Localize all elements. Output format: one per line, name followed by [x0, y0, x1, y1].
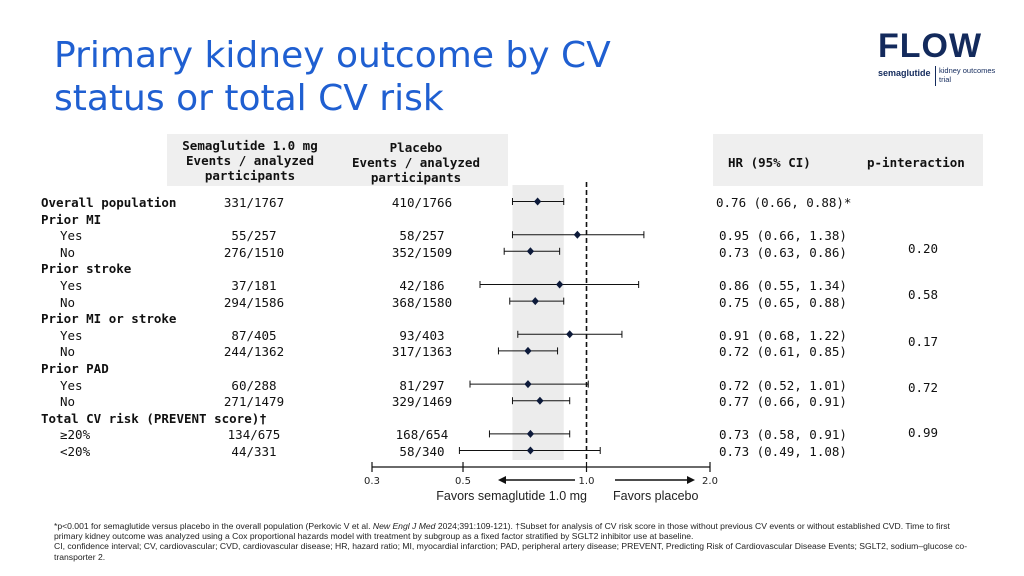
row-label: No: [60, 294, 76, 310]
hr-point-marker: [573, 230, 581, 239]
overall-ci-band: [512, 185, 564, 460]
hr-point-marker: [566, 330, 574, 339]
hr-point-marker: [534, 197, 542, 206]
row-label: Yes: [60, 327, 83, 343]
sema-events-cell: 44/331: [231, 444, 277, 459]
placebo-column-header: Placebo Events / analyzed participants: [340, 140, 492, 185]
placebo-events-cell: 42/186: [399, 278, 445, 293]
sema-header-line-3: participants: [204, 168, 296, 183]
x-tick-label: 2.0: [702, 476, 718, 487]
hazard-ratio-cell: 0.73 (0.58, 0.91): [719, 427, 847, 443]
p-interaction-value: 0.99: [907, 425, 939, 440]
hr-point-marker: [526, 446, 535, 455]
logo-drug-name: semaglutide: [878, 68, 931, 78]
sema-events-cell: 134/675: [227, 427, 281, 443]
row-label: Total CV risk (PREVENT score)†: [41, 410, 267, 426]
p-interaction-value: 0.17: [907, 334, 939, 349]
row-label: Prior PAD: [41, 361, 109, 376]
hr-point-marker: [556, 280, 564, 289]
row-label: No: [60, 394, 76, 410]
sema-header-line-2: Events / analyzed: [186, 153, 314, 168]
hr-point-marker: [524, 346, 532, 355]
sema-events-cell: 271/1479: [223, 394, 285, 410]
hazard-ratio-cell: 0.75 (0.65, 0.88): [719, 294, 847, 310]
placebo-events-cell: 317/1363: [391, 344, 453, 360]
p-interaction-value: 0.72: [907, 380, 939, 395]
hr-point-marker: [536, 396, 544, 405]
placebo-header-line-3: participants: [370, 170, 462, 185]
placebo-events-cell: 168/654: [395, 427, 449, 443]
placebo-events-cell: 93/403: [399, 327, 445, 343]
row-label: ≥20%: [60, 427, 91, 443]
hr-point-marker: [524, 380, 532, 389]
footnote-abbreviations: CI, confidence interval; CV, cardiovascu…: [54, 541, 968, 562]
sema-events-cell: 60/288: [231, 377, 277, 393]
row-label: No: [60, 344, 76, 360]
logo-wordmark: FLOW: [878, 27, 983, 65]
hazard-ratio-cell: 0.91 (0.68, 1.22): [719, 327, 847, 343]
hazard-ratio-cell: 0.73 (0.49, 1.08): [719, 444, 847, 459]
hazard-ratio-cell: 0.73 (0.63, 0.86): [719, 244, 847, 260]
hr-point-marker: [531, 297, 539, 306]
placebo-header-line-2: Events / analyzed: [352, 155, 480, 170]
placebo-header-line-1: Placebo: [389, 140, 443, 155]
placebo-events-cell: 81/297: [399, 377, 445, 393]
p-interaction-column-header: p-interaction: [867, 155, 965, 170]
placebo-events-cell: 329/1469: [391, 394, 453, 410]
sema-column-header: Semaglutide 1.0 mg Events / analyzed par…: [170, 138, 330, 183]
favors-sema-arrowhead: [498, 476, 506, 484]
row-label: No: [60, 244, 76, 260]
footnote-journal: New Engl J Med: [372, 521, 436, 531]
table-header-band-right: [713, 134, 983, 186]
x-tick-label: 1.0: [579, 476, 595, 487]
sema-events-cell: 244/1362: [223, 344, 285, 360]
sema-events-cell: 37/181: [231, 278, 277, 293]
p-interaction-value: 0.20: [907, 241, 939, 256]
row-label: Prior MI: [41, 211, 102, 227]
hazard-ratio-cell: 0.72 (0.52, 1.01): [719, 377, 847, 393]
x-tick-label: 0.5: [455, 476, 471, 487]
favors-sema-label: Favors semaglutide 1.0 mg: [436, 489, 587, 503]
favors-placebo-label: Favors placebo: [613, 489, 699, 503]
footnote-part-1: *p<0.001 for semaglutide versus placebo …: [54, 521, 373, 531]
row-label: Prior MI or stroke: [41, 311, 177, 327]
placebo-events-cell: 352/1509: [391, 244, 453, 260]
placebo-events-cell: 58/340: [399, 444, 445, 459]
sema-events-cell: 294/1586: [223, 294, 285, 310]
hazard-ratio-cell: 0.72 (0.61, 0.85): [719, 344, 847, 360]
footnote: *p<0.001 for semaglutide versus placebo …: [54, 521, 974, 562]
p-interaction-value: 0.58: [907, 287, 939, 302]
row-label: Yes: [60, 278, 83, 293]
hr-point-marker: [526, 429, 535, 438]
row-label: Yes: [60, 228, 83, 244]
hazard-ratio-cell: 0.77 (0.66, 0.91): [719, 394, 847, 410]
hr-point-marker: [526, 247, 535, 256]
flow-trial-logo: FLOW semaglutide kidney outcomes trial: [876, 28, 1000, 88]
x-tick-label: 0.3: [364, 476, 380, 487]
sema-events-cell: 87/405: [231, 327, 277, 343]
hazard-ratio-cell: 0.95 (0.66, 1.38): [719, 228, 847, 244]
hazard-ratio-cell: 0.86 (0.55, 1.34): [719, 278, 847, 293]
placebo-events-cell: 410/1766: [391, 195, 453, 210]
row-label: Yes: [60, 377, 83, 393]
hr-column-header: HR (95% CI): [728, 155, 811, 170]
sema-events-cell: 55/257: [231, 228, 277, 244]
row-label: Prior stroke: [41, 261, 132, 277]
sema-events-cell: 276/1510: [223, 244, 285, 260]
row-label: <20%: [60, 444, 91, 459]
logo-divider: [935, 66, 936, 86]
page-title: Primary kidney outcome by CV status or t…: [54, 35, 611, 119]
sema-header-line-1: Semaglutide 1.0 mg: [182, 138, 318, 153]
sema-events-cell: 331/1767: [223, 195, 285, 210]
table-header-band-left: [167, 134, 508, 186]
placebo-events-cell: 368/1580: [391, 294, 453, 310]
favors-placebo-arrowhead: [687, 476, 695, 484]
placebo-events-cell: 58/257: [399, 228, 445, 244]
row-label: Overall population: [41, 195, 177, 210]
footnote-part-2: 2024;391:109-121). †Subset for analysis …: [54, 521, 950, 542]
hazard-ratio-cell: 0.76 (0.66, 0.88)*: [716, 195, 852, 210]
logo-trial-name: kidney outcomes trial: [939, 66, 996, 84]
